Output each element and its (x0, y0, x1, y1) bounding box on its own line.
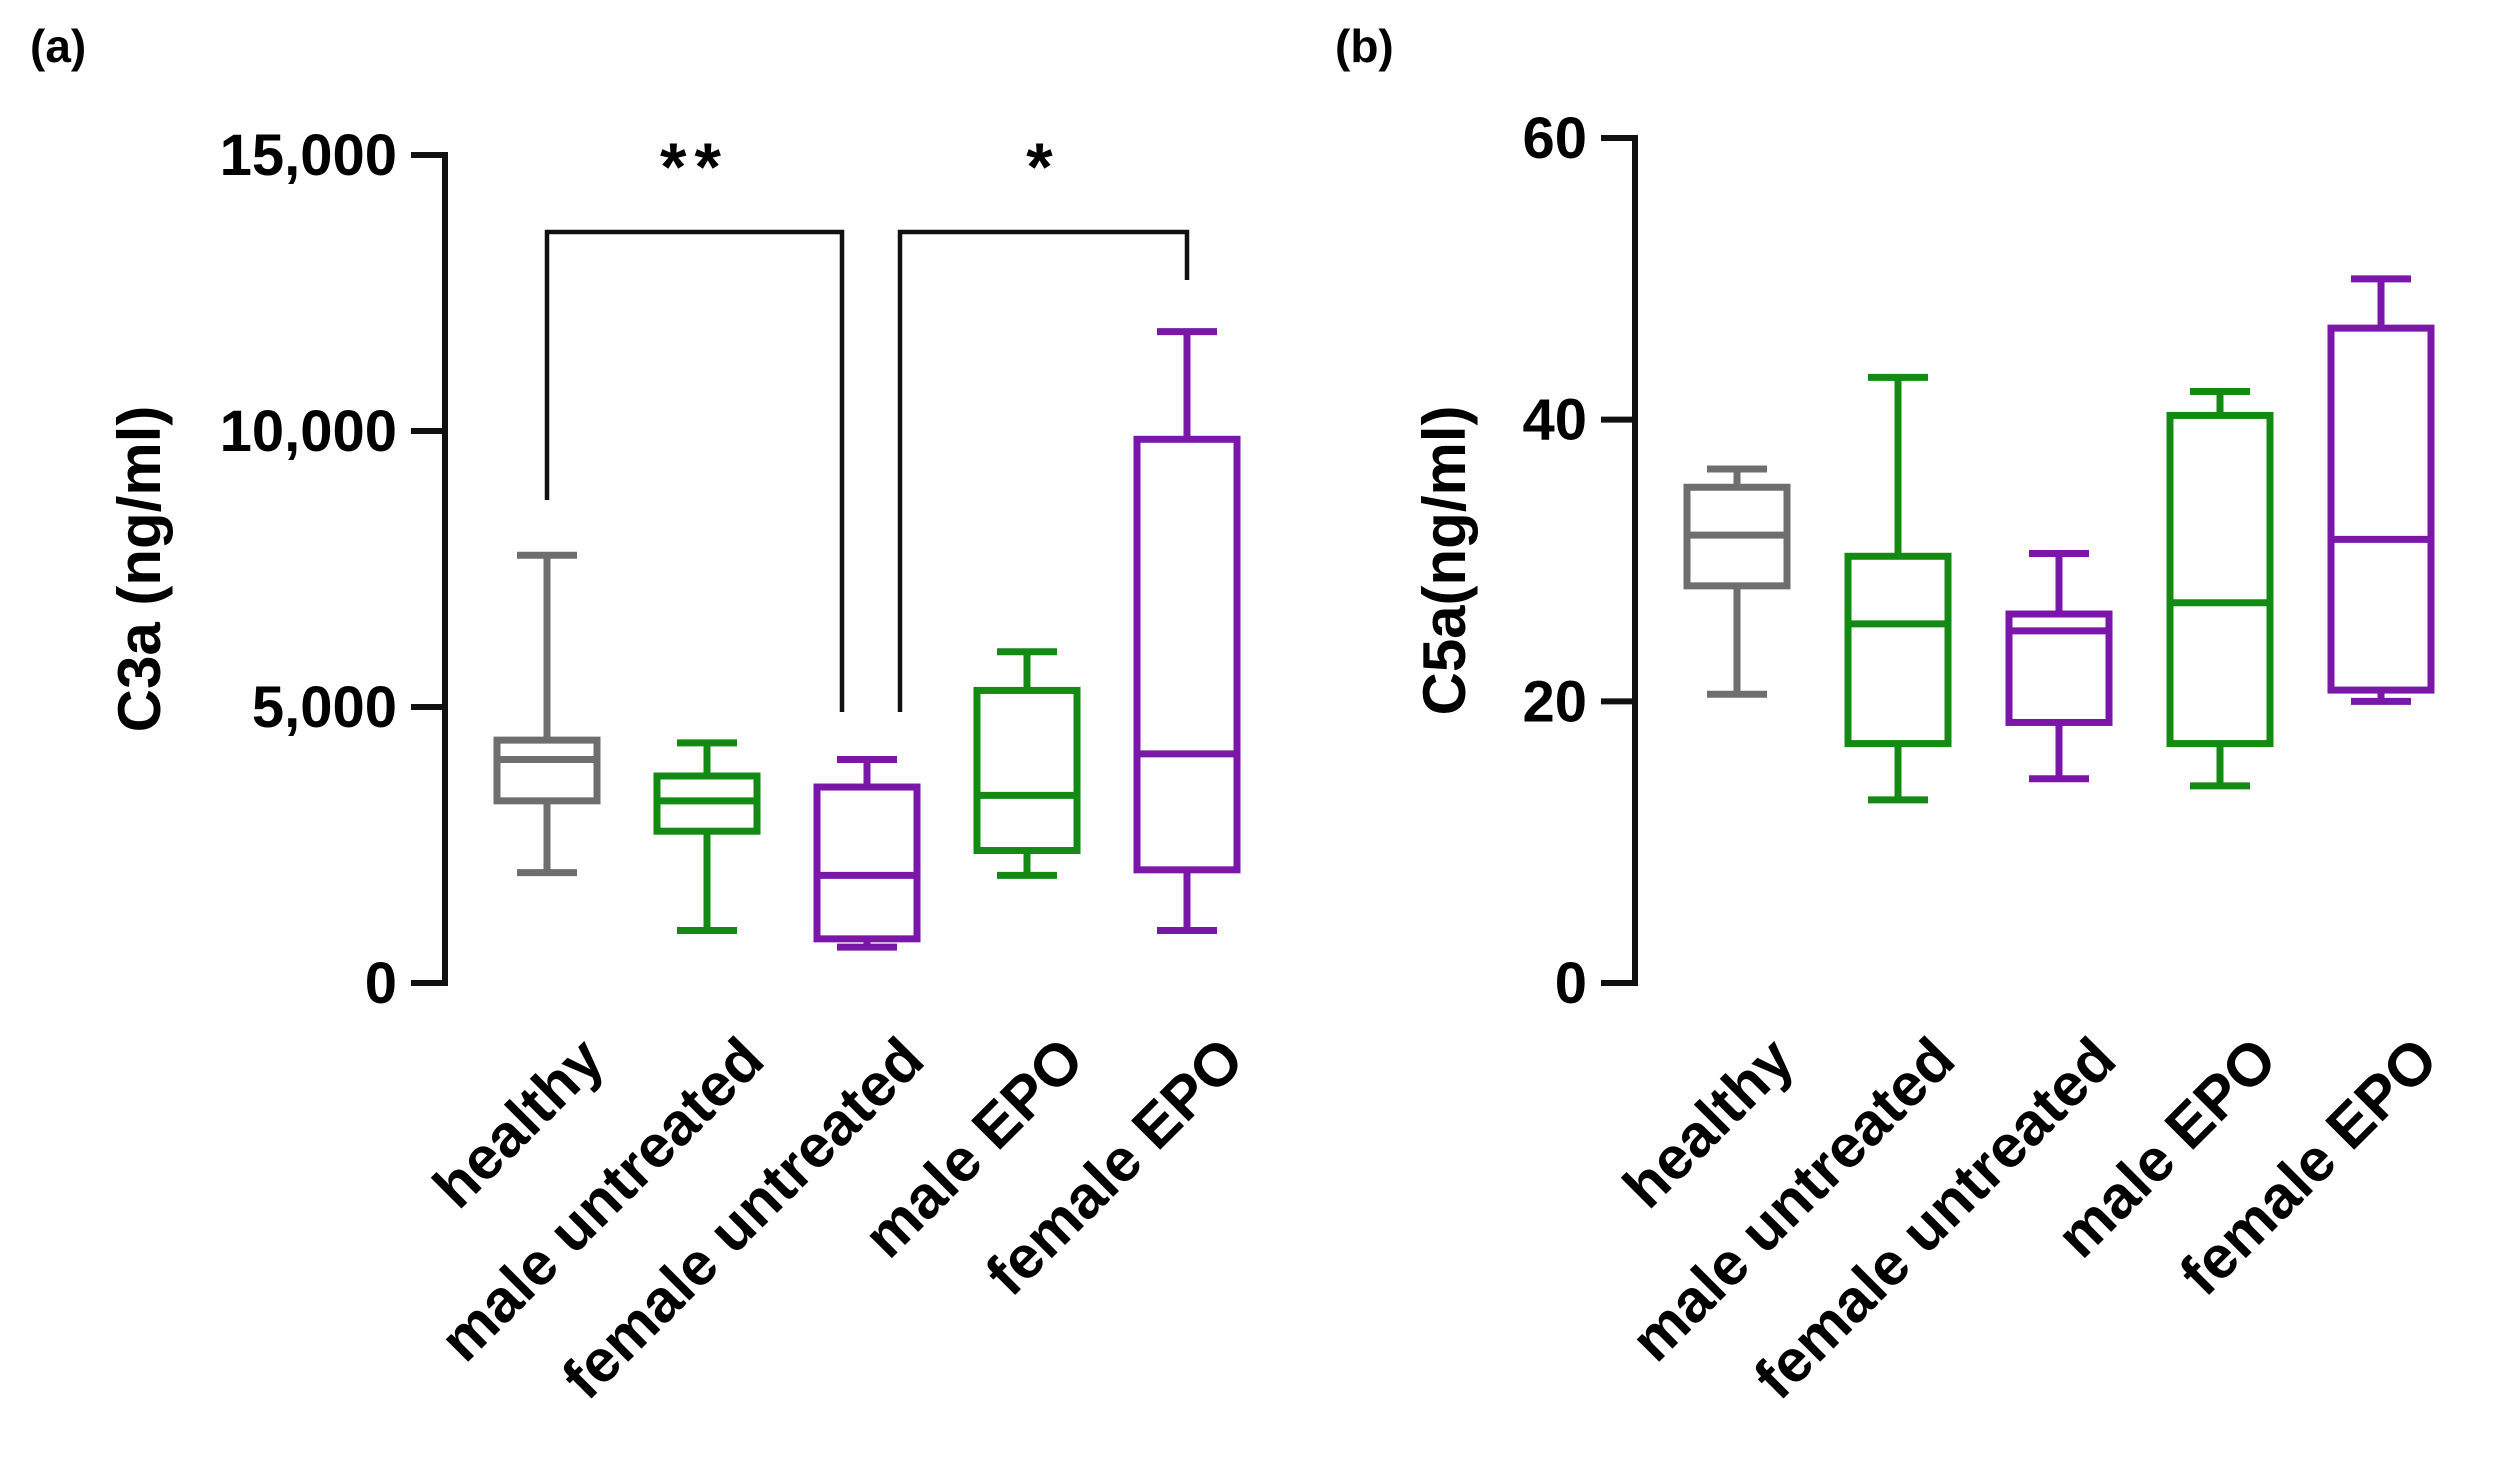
box-3 (813, 755, 921, 951)
iqr-box (2166, 411, 2274, 748)
significance-marker: * (1026, 129, 1060, 205)
iqr-box (973, 686, 1081, 855)
panel-label: (a) (30, 20, 86, 72)
box-1 (1683, 465, 1791, 698)
iqr-box (1844, 552, 1952, 748)
box-5 (1133, 328, 1241, 935)
significance-bracket (897, 229, 1190, 712)
y-axis-title: C3a (ng/ml) (106, 406, 173, 733)
iqr-box (2327, 324, 2435, 694)
box-5 (2327, 275, 2435, 705)
box-3 (2005, 549, 2113, 783)
box-2 (653, 739, 761, 935)
box-4 (2166, 388, 2274, 790)
panel-label: (b) (1335, 20, 1394, 72)
y-tick-label: 60 (1522, 106, 1587, 171)
y-tick-label: 15,000 (220, 123, 397, 188)
y-tick-label: 5,000 (252, 675, 397, 740)
y-tick-label: 10,000 (220, 399, 397, 464)
y-tick-label: 20 (1522, 669, 1587, 734)
box-2 (1844, 373, 1952, 804)
significance-marker: ** (660, 129, 729, 205)
y-tick-label: 0 (1555, 951, 1587, 1016)
y-axis-title: C5a(ng/ml) (1411, 405, 1478, 715)
y-tick-label: 40 (1522, 388, 1587, 453)
iqr-box (493, 736, 601, 805)
box-1 (493, 551, 601, 877)
y-tick-label: 0 (365, 951, 397, 1016)
iqr-box (813, 783, 921, 943)
significance-bracket (544, 229, 845, 712)
iqr-box (1133, 435, 1241, 874)
box-4 (973, 648, 1081, 879)
